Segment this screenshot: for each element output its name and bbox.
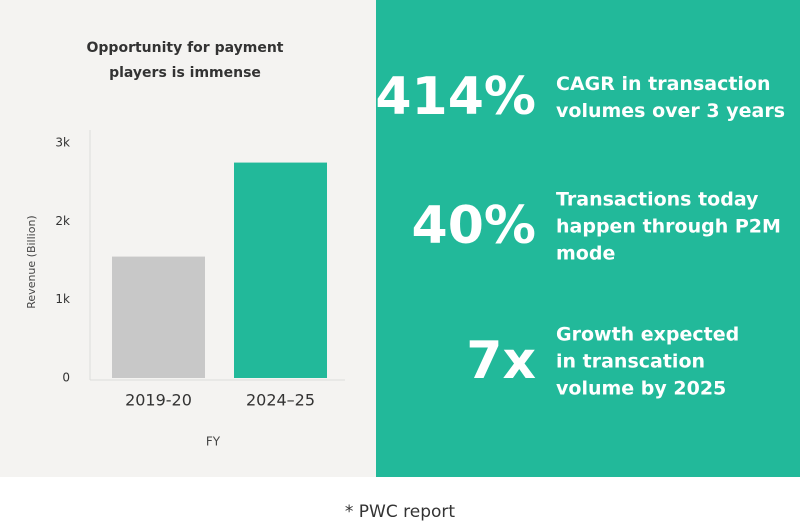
y-tick-label: 2k — [55, 214, 70, 228]
stat-text: volumes over 3 years — [556, 100, 785, 122]
x-tick-label: 2019-20 — [125, 391, 192, 410]
stat-text: in transcation — [556, 351, 705, 373]
y-tick-label: 0 — [62, 371, 70, 385]
chart-title: players is immense — [109, 65, 261, 81]
stat-figure: 414% — [375, 67, 536, 127]
y-axis-label: Revenue (Billion) — [25, 215, 38, 308]
stat-text: volume by 2025 — [556, 378, 726, 400]
y-tick-label: 1k — [55, 292, 70, 306]
stat-figure: 40% — [412, 196, 536, 256]
stat-text: CAGR in transaction — [556, 73, 771, 95]
bar — [234, 162, 327, 378]
chart-title: Opportunity for payment — [87, 40, 284, 56]
stat-text: happen through P2M — [556, 216, 781, 238]
bar — [112, 256, 205, 378]
footnote: * PWC report — [345, 502, 455, 522]
y-tick-label: 3k — [55, 136, 70, 150]
x-axis-label: FY — [206, 435, 221, 449]
x-tick-label: 2024–25 — [246, 391, 315, 410]
stats-panel — [376, 0, 800, 477]
stat-figure: 7x — [466, 331, 536, 391]
stat-text: mode — [556, 243, 615, 265]
stat-text: Growth expected — [556, 324, 739, 346]
stat-text: Transactions today — [556, 189, 759, 211]
